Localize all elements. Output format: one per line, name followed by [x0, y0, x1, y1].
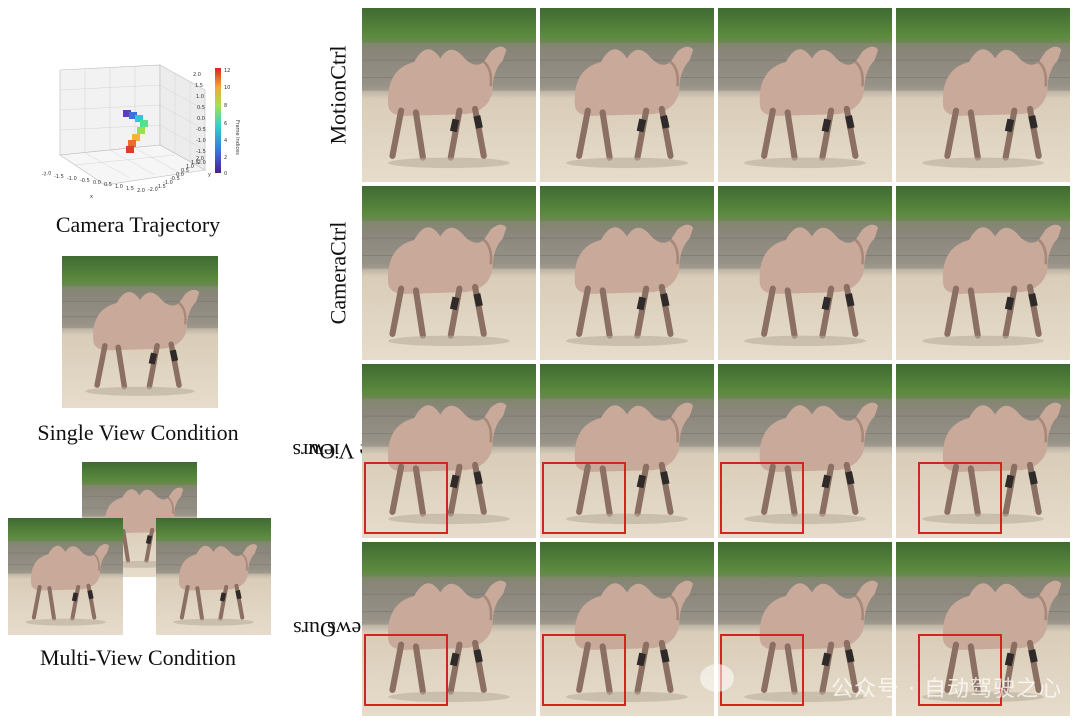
z-tick: 0.0	[197, 116, 205, 122]
frame-motionctrl-3	[718, 8, 892, 182]
caption-camera-trajectory: Camera Trajectory	[55, 212, 221, 237]
colorbar-tick: 0	[224, 171, 227, 177]
x-tick: 2.0	[137, 188, 145, 194]
highlight-box	[364, 634, 448, 706]
z-tick: 2.0	[193, 72, 201, 78]
frame-ours-3-views-3	[718, 542, 892, 716]
highlight-box	[542, 634, 626, 706]
x-tick: -2.0	[41, 170, 52, 178]
y-tick: -2.0	[148, 187, 158, 193]
z-tick: -2.0	[196, 160, 206, 166]
trajectory-path	[123, 110, 148, 153]
caption-multi-view: Multi-View Condition	[39, 645, 237, 670]
row-label-ours-3-views: Ours3 Views	[292, 617, 398, 642]
highlight-box	[918, 462, 1002, 534]
y-tick: 2.0	[196, 156, 204, 162]
y-tick: -1.5	[156, 184, 166, 190]
x-tick: 0.0	[93, 180, 101, 186]
colorbar-tick: 10	[224, 85, 230, 91]
x-tick: -1.5	[54, 174, 64, 180]
x-tick: 0.5	[104, 182, 112, 188]
y-tick: -0.5	[170, 176, 180, 182]
frame-ours-3-views-2	[540, 542, 714, 716]
frame-motionctrl-4	[896, 8, 1070, 182]
z-tick: -0.5	[196, 127, 206, 133]
x-tick: 1.5	[126, 186, 134, 192]
caption-single-view: Single View Condition	[37, 420, 239, 445]
z-tick: 0.5	[197, 105, 205, 111]
z-tick: 1.5	[195, 83, 203, 89]
colorbar	[215, 68, 221, 173]
multi-view-condition-image-right	[156, 518, 271, 635]
row-label-ours-single-view: OursSingle View	[292, 439, 416, 464]
colorbar-tick: 12	[224, 68, 230, 74]
row-label-motionctrl: MotionCtrl	[325, 45, 351, 145]
x-tick: -1.0	[67, 176, 77, 182]
highlight-box	[364, 462, 448, 534]
y-tick: 0.0	[176, 172, 184, 178]
frame-motionctrl-1	[362, 8, 536, 182]
watermark: 公众号 · 自动驾驶之心	[831, 677, 1062, 702]
colorbar-tick: 8	[224, 103, 227, 109]
colorbar-tick: 4	[224, 138, 227, 144]
wechat-icon	[700, 664, 734, 692]
x-tick: 1.0	[115, 184, 123, 190]
row-label-cameractrl: CameraCtrl	[325, 221, 351, 325]
frame-ours-single-view-3	[718, 364, 892, 538]
frame-ours-single-view-1	[362, 364, 536, 538]
highlight-box	[918, 634, 1002, 706]
highlight-box	[720, 634, 804, 706]
frame-ours-3-views-1	[362, 542, 536, 716]
highlight-box	[720, 462, 804, 534]
y-tick: -1.0	[163, 180, 173, 186]
colorbar-label: Frame Indices	[234, 120, 240, 155]
y-tick: 1.5	[191, 160, 199, 166]
z-tick: 1.0	[196, 94, 204, 100]
trajectory-svg: 12 10 8 6 4 2 0 Frame Indices 2.0 1.5 1.…	[41, 64, 240, 200]
frame-ours-single-view-4	[896, 364, 1070, 538]
frame-cameractrl-4	[896, 186, 1070, 360]
frame-cameractrl-1	[362, 186, 536, 360]
z-tick: -1.0	[196, 138, 206, 144]
x-axis-label: x	[90, 194, 93, 200]
frame-ours-3-views-4	[896, 542, 1070, 716]
frame-motionctrl-2	[540, 8, 714, 182]
colorbar-tick: 6	[224, 121, 227, 127]
multi-view-condition-image-left	[8, 518, 123, 635]
y-tick: 0.5	[181, 168, 189, 174]
z-tick: -1.5	[196, 149, 206, 155]
frame-ours-single-view-2	[540, 364, 714, 538]
frame-cameractrl-2	[540, 186, 714, 360]
y-tick: 1.0	[186, 164, 194, 170]
highlight-box	[542, 462, 626, 534]
single-view-condition-image	[62, 256, 218, 408]
colorbar-tick: 2	[224, 155, 227, 161]
frame-cameractrl-3	[718, 186, 892, 360]
x-tick: -0.5	[80, 178, 90, 184]
camera-trajectory-plot: 12 10 8 6 4 2 0 Frame Indices 2.0 1.5 1.…	[40, 60, 250, 205]
y-axis-label: y	[208, 172, 211, 178]
